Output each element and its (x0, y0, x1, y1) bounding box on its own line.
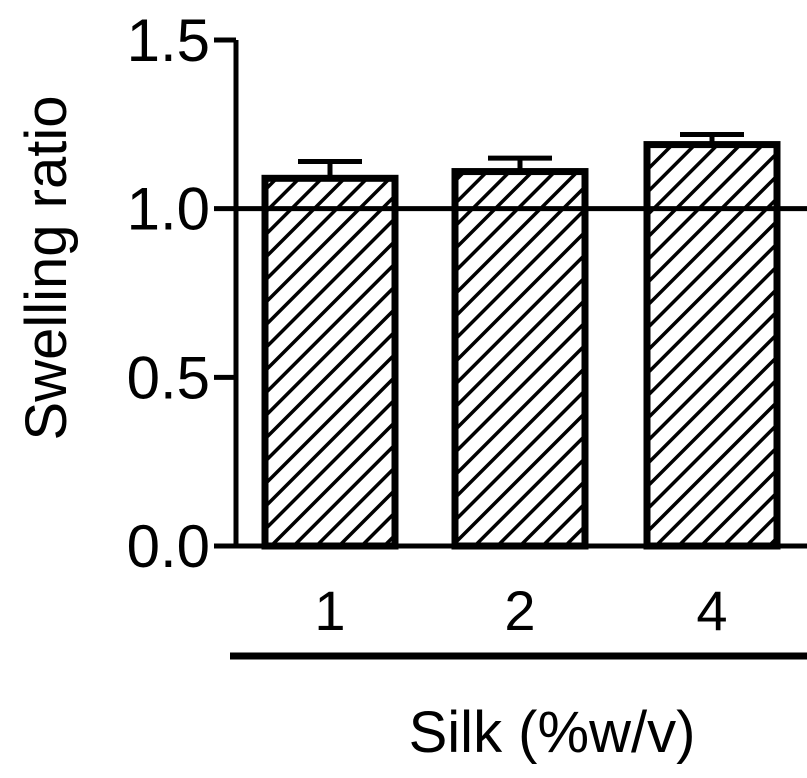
bar (451, 168, 589, 550)
y-axis-label: Swelling ratio (14, 96, 79, 441)
x-axis-label: Silk (%w/v) (409, 700, 696, 765)
error-bars-layer (298, 131, 744, 179)
y-tick-label: 0.5 (127, 344, 210, 411)
y-tick-label: 1.5 (127, 7, 210, 74)
bar (261, 174, 399, 550)
y-tick-label: 1.0 (127, 176, 210, 243)
x-tick-label: 2 (504, 579, 535, 642)
x-tick-label: 1 (314, 579, 345, 642)
y-tick-label: 0.0 (127, 513, 210, 580)
x-ticks: 1 2 4 (314, 579, 727, 642)
bar (643, 141, 781, 550)
bars-layer (261, 141, 781, 550)
y-ticks: 0.0 0.5 1.0 1.5 (127, 7, 236, 580)
x-tick-label: 4 (696, 579, 727, 642)
